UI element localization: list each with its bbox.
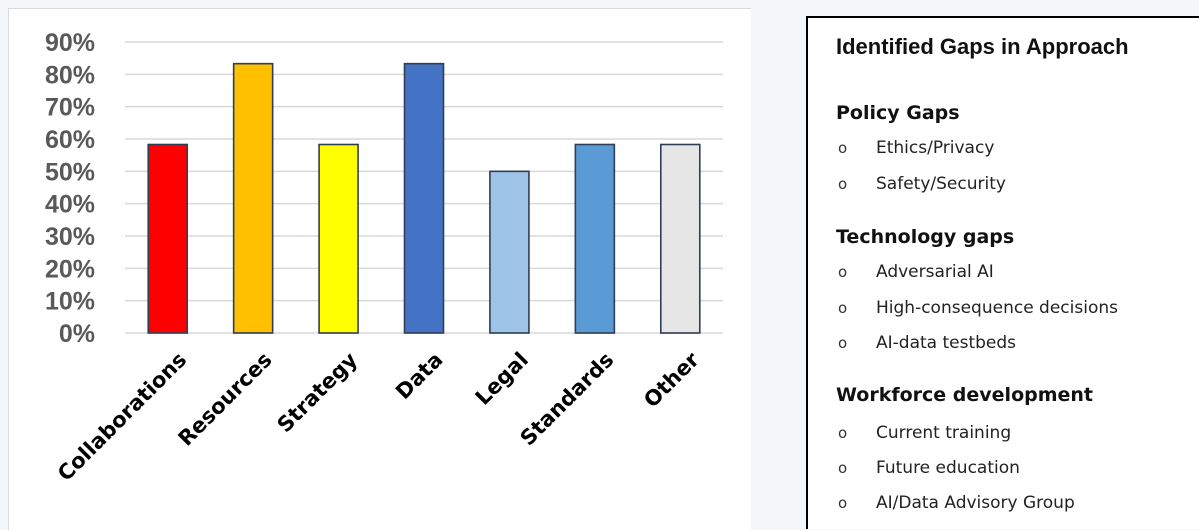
x-tick-label: Other	[639, 347, 704, 412]
bullet-icon: o	[838, 175, 848, 193]
gap-item: o Adversarial AI	[838, 262, 994, 284]
section-heading-workforce: Workforce development	[836, 384, 1094, 406]
gap-item: o AI-data testbeds	[838, 333, 1016, 355]
gap-item-label: High-consequence decisions	[876, 298, 1118, 318]
bar	[574, 143, 616, 334]
gap-item-label: Current training	[876, 423, 1012, 443]
bullet-icon: o	[838, 459, 848, 477]
x-tick-label: Legal	[471, 348, 533, 410]
y-tick-label: 20%	[45, 255, 95, 283]
gap-item: o Current training	[838, 423, 1011, 445]
y-tick-label: 10%	[45, 288, 95, 316]
bullet-icon: o	[838, 494, 848, 512]
bar	[232, 62, 274, 334]
gap-item-label: AI-data testbeds	[876, 333, 1017, 353]
y-tick-label: 80%	[45, 61, 95, 89]
gaps-panel: Identified Gaps in Approach Policy Gaps …	[806, 16, 1199, 529]
bullet-icon: o	[838, 263, 848, 281]
gaps-title: Identified Gaps in Approach	[836, 34, 1129, 59]
bar	[147, 143, 189, 334]
bar	[318, 143, 359, 334]
gap-item-label: Ethics/Privacy	[876, 138, 995, 158]
gap-item: o Safety/Security	[838, 174, 1006, 196]
x-tick-label: Strategy	[273, 347, 363, 437]
y-tick-label: 0%	[59, 320, 95, 348]
chart-panel: 0% 10% 20% 30% 40% 50% 60% 70% 80% 90% Collaborati…	[8, 8, 751, 530]
y-tick-label: 50%	[45, 158, 95, 186]
bullet-icon: o	[838, 139, 848, 157]
x-tick-label: Data	[391, 348, 447, 404]
bar	[659, 143, 701, 334]
gap-item: o Ethics/Privacy	[838, 138, 994, 160]
gap-item: o AI/Data Advisory Group	[838, 493, 1075, 515]
bar-chart: 0% 10% 20% 30% 40% 50% 60% 70% 80% 90% Collaborati…	[45, 29, 723, 486]
y-tick-label: 90%	[45, 29, 95, 57]
bullet-icon: o	[838, 424, 848, 442]
bar	[489, 170, 530, 334]
bullet-icon: o	[838, 299, 848, 317]
gap-item: o Future education	[838, 458, 1020, 480]
y-tick-label: 30%	[45, 223, 95, 251]
gap-item-label: Safety/Security	[876, 174, 1006, 194]
y-tick-label: 70%	[45, 94, 95, 122]
bar	[403, 62, 445, 334]
section-heading-technology: Technology gaps	[836, 226, 1015, 248]
x-tick-label: Collaborations	[53, 348, 191, 486]
gap-item-label: Adversarial AI	[876, 262, 994, 282]
y-tick-label: 40%	[45, 191, 95, 219]
gap-item-label: AI/Data Advisory Group	[876, 493, 1075, 513]
y-tick-label: 60%	[45, 126, 95, 154]
section-heading-policy: Policy Gaps	[836, 102, 960, 124]
gap-item-label: Future education	[876, 458, 1020, 478]
gap-item: o High-consequence decisions	[838, 298, 1118, 320]
bullet-icon: o	[838, 334, 848, 352]
